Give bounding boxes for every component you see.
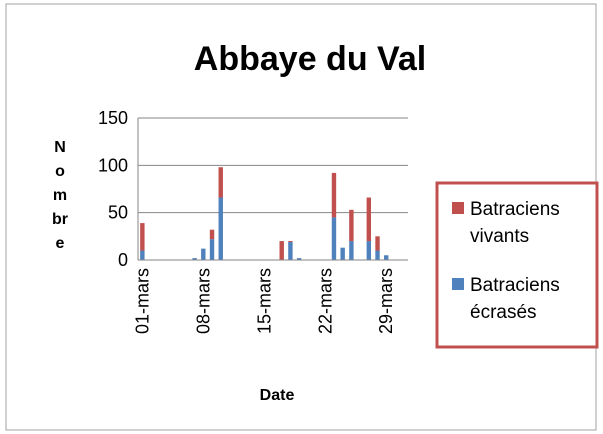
x-tick-label: 08-mars (193, 268, 213, 334)
legend-label: Batraciens vivants (470, 199, 560, 247)
bar-segment (331, 217, 337, 260)
bar-segment (384, 255, 389, 260)
bar-segment (331, 172, 337, 218)
bar-segment (296, 258, 302, 260)
bar-segment (375, 250, 380, 260)
bar-segment (140, 223, 145, 251)
bar-segment (140, 250, 145, 260)
legend-label: Batraciens écrasés (470, 275, 560, 323)
y-tick-label: 100 (98, 155, 128, 175)
bar-segment (288, 242, 293, 260)
bar-segment (209, 229, 215, 240)
bar-segment (218, 167, 223, 198)
y-tick-label: 150 (98, 108, 128, 128)
bar-segment (218, 197, 223, 260)
bar-segment (279, 241, 284, 260)
bar-segment (349, 209, 354, 242)
x-tick-label: 01-mars (132, 268, 152, 334)
bar-segment (366, 197, 372, 242)
bar-segment (209, 239, 215, 260)
bar-segment (366, 241, 372, 260)
x-tick-label: 15-mars (254, 268, 274, 334)
bar-segment (340, 247, 345, 260)
chart-title: Abbaye du Val (194, 40, 426, 78)
bar-segment (288, 241, 293, 243)
x-tick-label: 22-mars (315, 268, 335, 334)
y-axis-label: Nombre (52, 139, 68, 252)
legend-swatch (452, 278, 464, 290)
y-tick-label: 50 (108, 203, 128, 223)
x-tick-label: 29-mars (376, 268, 396, 334)
legend-swatch (452, 202, 464, 214)
x-axis-label: Date (260, 387, 295, 404)
bar-segment (201, 248, 206, 260)
y-tick-label: 0 (118, 250, 128, 270)
bar-segment (375, 236, 380, 251)
bar-segment (349, 241, 354, 260)
bar-segment (192, 258, 197, 260)
